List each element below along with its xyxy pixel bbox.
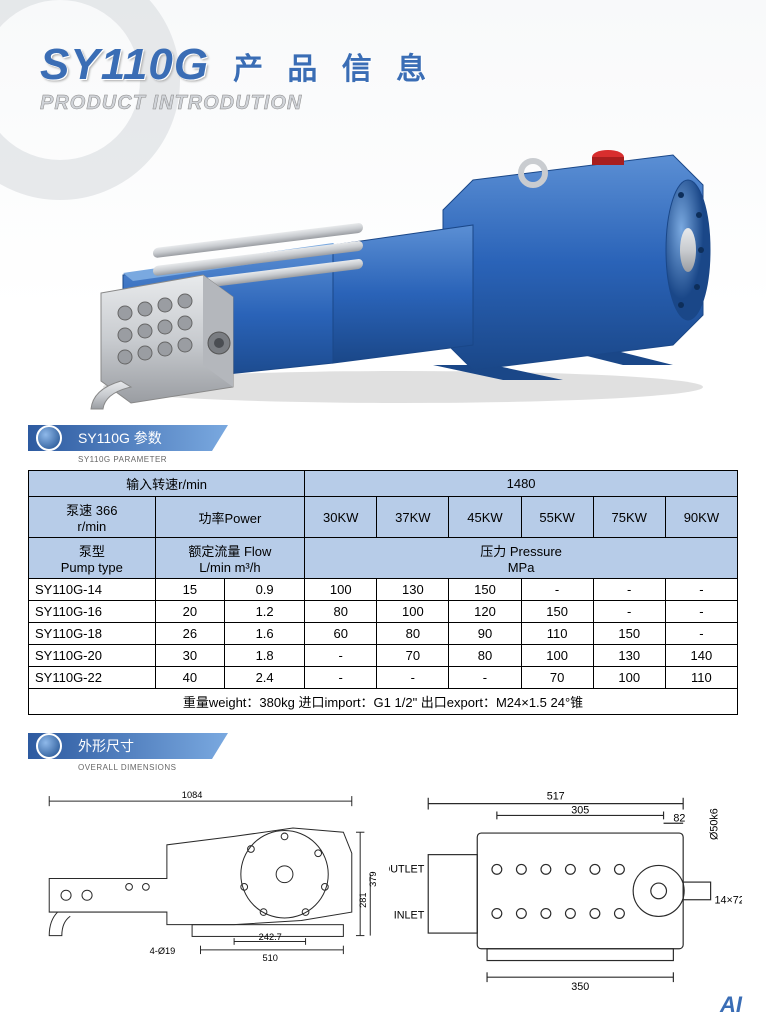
value-cell: - [665,601,737,623]
table-row: SY110G-14150.9100130150--- [29,579,738,601]
sub-title: PRODUCT INTRODUTION [40,92,726,115]
table-row: SY110G-16201.280100120150-- [29,601,738,623]
pressure-label: 压力 PressureMPa [305,538,738,579]
svg-text:305: 305 [571,804,589,816]
value-cell: 60 [305,623,377,645]
power-col: 45KW [449,497,521,538]
svg-text:4-Ø19: 4-Ø19 [150,946,176,956]
flow-label: 额定流量 FlowL/min m³/h [155,538,305,579]
value-cell: 100 [305,579,377,601]
value-cell: 80 [305,601,377,623]
svg-text:281: 281 [358,892,368,907]
power-label: 功率Power [155,497,305,538]
footer-logo: AI [720,992,742,1018]
value-cell: - [665,623,737,645]
value-cell: 20 [155,601,224,623]
value-cell: 110 [521,623,593,645]
value-cell: - [305,667,377,689]
table-row: SY110G-20301.8-7080100130140 [29,645,738,667]
table-row: SY110G-18261.6608090110150- [29,623,738,645]
value-cell: - [665,579,737,601]
svg-text:1084: 1084 [182,790,203,800]
svg-text:510: 510 [263,953,278,963]
value-cell: 30 [155,645,224,667]
value-cell: - [521,579,593,601]
param-tab-cn: SY110G 参数 [78,430,162,446]
value-cell: 1.2 [225,601,305,623]
cn-title: 产 品 信 息 [233,44,434,88]
value-cell: 80 [377,623,449,645]
model-title: SY110G [40,40,209,90]
value-cell: - [449,667,521,689]
value-cell: 150 [593,623,665,645]
dim-tab: 外形尺寸 [28,733,228,759]
value-cell: 130 [593,645,665,667]
power-col: 75KW [593,497,665,538]
value-cell: 40 [155,667,224,689]
value-cell: - [593,579,665,601]
value-cell: 70 [521,667,593,689]
pump-type-label: 泵型Pump type [29,538,156,579]
side-view: 1084 510 242.7 4-Ø19 281 379 [24,786,377,1007]
value-cell: 100 [521,645,593,667]
pump-type-cell: SY110G-20 [29,645,156,667]
svg-text:350: 350 [571,981,589,993]
svg-text:517: 517 [547,791,565,803]
front-view: 517 305 82 Ø50k6 14×72 350 OUTLET INLET [389,786,742,1007]
value-cell: - [593,601,665,623]
power-col: 90KW [665,497,737,538]
value-cell: 70 [377,645,449,667]
value-cell: 1.6 [225,623,305,645]
value-cell: 150 [521,601,593,623]
dim-tab-cn: 外形尺寸 [78,738,134,754]
value-cell: 100 [377,601,449,623]
value-cell: 90 [449,623,521,645]
tab-badge-icon [36,733,62,759]
dim-tab-en: OVERALL DIMENSIONS [78,763,766,772]
value-cell: - [377,667,449,689]
svg-text:OUTLET: OUTLET [389,863,425,875]
header: SY110G 产 品 信 息 PRODUCT INTRODUTION [0,0,766,125]
value-cell: 120 [449,601,521,623]
param-tab-en: SY110G PARAMETER [78,455,766,464]
input-speed-value: 1480 [305,471,738,497]
table-row: SY110G-22402.4---70100110 [29,667,738,689]
value-cell: 140 [665,645,737,667]
pump-type-cell: SY110G-22 [29,667,156,689]
svg-text:82: 82 [673,812,685,824]
table-footer: 重量weight：380kg 进口import：G1 1/2" 出口export… [29,689,738,715]
value-cell: 130 [377,579,449,601]
product-render [30,125,736,415]
value-cell: - [305,645,377,667]
tab-badge-icon [36,425,62,451]
dimension-drawings: 1084 510 242.7 4-Ø19 281 379 [24,786,742,1007]
value-cell: 2.4 [225,667,305,689]
value-cell: 80 [449,645,521,667]
value-cell: 110 [665,667,737,689]
pump-type-cell: SY110G-16 [29,601,156,623]
value-cell: 15 [155,579,224,601]
power-col: 55KW [521,497,593,538]
spec-table: 输入转速r/min 1480 泵速 366r/min 功率Power 30KW … [28,470,738,715]
value-cell: 0.9 [225,579,305,601]
value-cell: 26 [155,623,224,645]
svg-text:Ø50k6: Ø50k6 [708,808,720,840]
value-cell: 100 [593,667,665,689]
power-col: 37KW [377,497,449,538]
pump-type-cell: SY110G-14 [29,579,156,601]
svg-text:INLET: INLET [394,909,425,921]
pump-type-cell: SY110G-18 [29,623,156,645]
value-cell: 1.8 [225,645,305,667]
pump-speed-label: 泵速 366r/min [29,497,156,538]
svg-text:379: 379 [368,871,377,886]
param-tab: SY110G 参数 [28,425,228,451]
power-col: 30KW [305,497,377,538]
svg-text:242.7: 242.7 [259,932,282,942]
svg-text:14×72: 14×72 [715,895,742,907]
input-speed-label: 输入转速r/min [29,471,305,497]
value-cell: 150 [449,579,521,601]
